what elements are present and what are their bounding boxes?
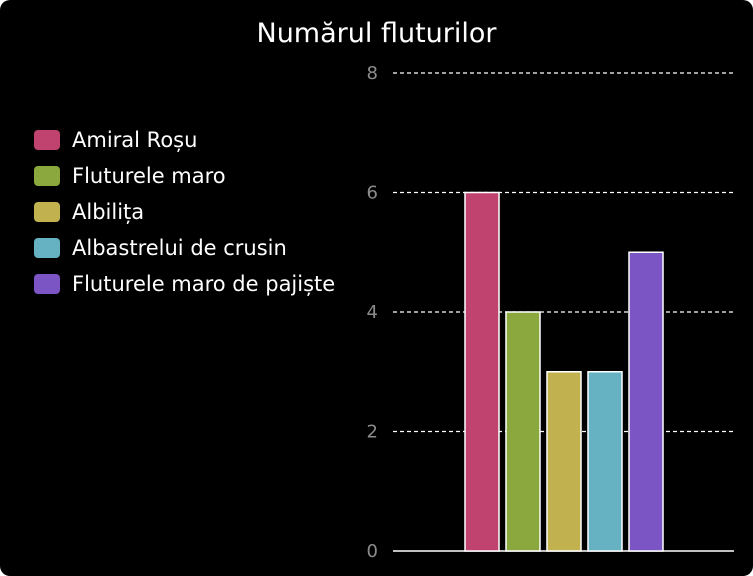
bar[interactable] — [587, 371, 623, 552]
legend-swatch — [34, 130, 60, 150]
legend-item[interactable]: Albastrelui de crusin — [34, 230, 335, 266]
legend-label: Amiral Roșu — [72, 128, 198, 152]
legend-label: Albastrelui de crusin — [72, 236, 287, 260]
chart-title: Numărul fluturilor — [256, 18, 497, 49]
chart-legend: Amiral Roșu Fluturele maro Albilița Albastr… — [34, 122, 335, 302]
bar[interactable] — [464, 191, 500, 552]
legend-swatch — [34, 274, 60, 294]
bar[interactable] — [546, 371, 582, 552]
legend-swatch — [34, 166, 60, 186]
legend-label: Albilița — [72, 200, 145, 224]
legend-swatch — [34, 238, 60, 258]
legend-item[interactable]: Fluturele maro — [34, 158, 335, 194]
legend-swatch — [34, 202, 60, 222]
bar[interactable] — [628, 251, 664, 552]
legend-item[interactable]: Fluturele maro de pajiște — [34, 266, 335, 302]
y-tick-label: 6 — [367, 183, 378, 204]
y-tick-label: 0 — [367, 541, 378, 562]
y-tick-label: 4 — [367, 302, 378, 323]
legend-item[interactable]: Albilița — [34, 194, 335, 230]
legend-label: Fluturele maro — [72, 164, 226, 188]
y-tick-label: 2 — [367, 422, 378, 443]
legend-item[interactable]: Amiral Roșu — [34, 122, 335, 158]
legend-label: Fluturele maro de pajiște — [72, 272, 336, 296]
bar[interactable] — [505, 311, 541, 552]
y-tick-label: 8 — [367, 63, 378, 84]
